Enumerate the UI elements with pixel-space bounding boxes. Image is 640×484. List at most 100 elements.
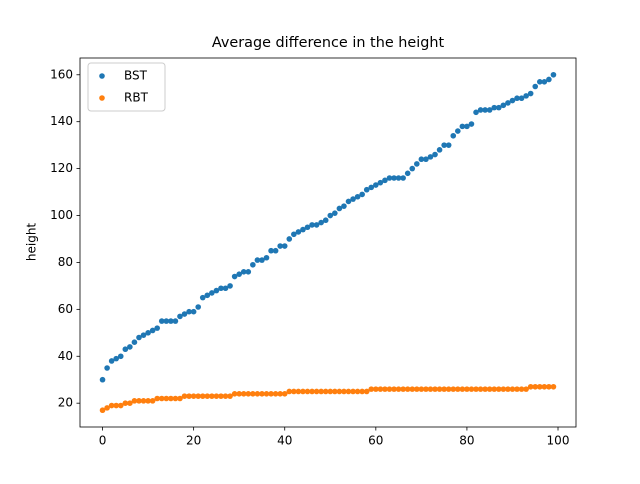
marker [536,383,543,390]
marker [368,184,375,191]
marker [209,290,215,296]
marker [322,388,329,395]
marker [277,391,283,397]
marker [523,93,529,99]
legend-box [87,62,166,112]
x-tick-label: 100 [547,434,570,448]
marker [218,393,224,399]
marker [477,107,484,113]
marker [154,395,161,402]
marker [268,247,274,254]
marker [400,175,406,181]
marker [149,398,156,404]
marker [473,386,479,392]
marker [204,393,211,399]
marker [546,383,552,390]
marker [300,388,306,395]
marker [464,123,470,130]
marker [509,97,516,104]
marker [327,388,334,395]
marker [268,391,274,397]
marker [341,203,347,209]
y-tick-label: 120 [50,161,73,175]
marker [236,391,242,397]
marker [386,386,393,392]
marker [117,402,124,409]
marker [108,358,115,364]
marker [172,318,179,324]
marker [318,219,324,226]
marker [245,391,252,397]
marker [204,292,211,299]
marker [213,393,220,399]
marker [336,205,343,212]
marker [473,109,479,116]
marker [386,175,393,181]
marker [286,236,293,242]
marker [414,386,420,392]
marker [368,386,375,392]
marker [113,355,120,362]
legend-label: RBT [124,91,149,105]
marker [514,386,520,392]
marker [427,154,434,160]
marker [309,388,315,395]
marker [395,175,402,181]
marker [486,107,493,113]
marker [500,102,507,109]
marker [195,393,201,399]
marker [345,198,352,205]
marker [345,388,352,395]
marker [509,386,516,392]
marker [482,386,488,392]
marker [327,212,334,219]
marker [222,393,229,399]
marker [291,388,297,395]
marker [295,388,302,395]
marker [409,165,416,172]
marker [113,402,120,409]
marker [363,388,370,395]
marker [427,386,434,392]
marker [104,365,110,371]
y-tick-label: 80 [58,255,73,269]
marker [300,226,306,233]
marker [177,395,183,402]
y-tick-label: 160 [50,67,73,81]
marker [400,386,406,392]
marker [391,175,397,181]
x-tick-label: 60 [368,434,383,448]
marker [527,383,534,390]
x-tick-label: 80 [459,434,474,448]
marker [231,273,238,280]
x-tick-label: 40 [277,434,292,448]
marker [550,71,557,78]
marker [495,104,502,111]
marker [514,95,520,102]
marker [468,386,475,392]
marker [181,393,188,399]
marker [309,222,315,228]
marker [108,402,115,409]
marker [523,386,529,392]
marker [404,170,411,177]
marker [313,388,320,395]
marker [495,386,502,392]
marker [441,142,447,148]
marker [168,318,174,324]
chart-title: Average difference in the height [212,35,445,51]
marker [382,177,388,184]
marker [359,388,365,395]
marker [272,247,279,254]
marker [140,332,147,338]
legend-marker [99,73,105,79]
x-tick-label: 0 [99,434,107,448]
marker [491,386,498,392]
marker [127,344,133,350]
marker [505,386,511,392]
marker [286,388,293,395]
marker [423,156,429,163]
marker [250,261,256,268]
marker [136,334,142,341]
y-tick-label: 40 [58,349,73,363]
